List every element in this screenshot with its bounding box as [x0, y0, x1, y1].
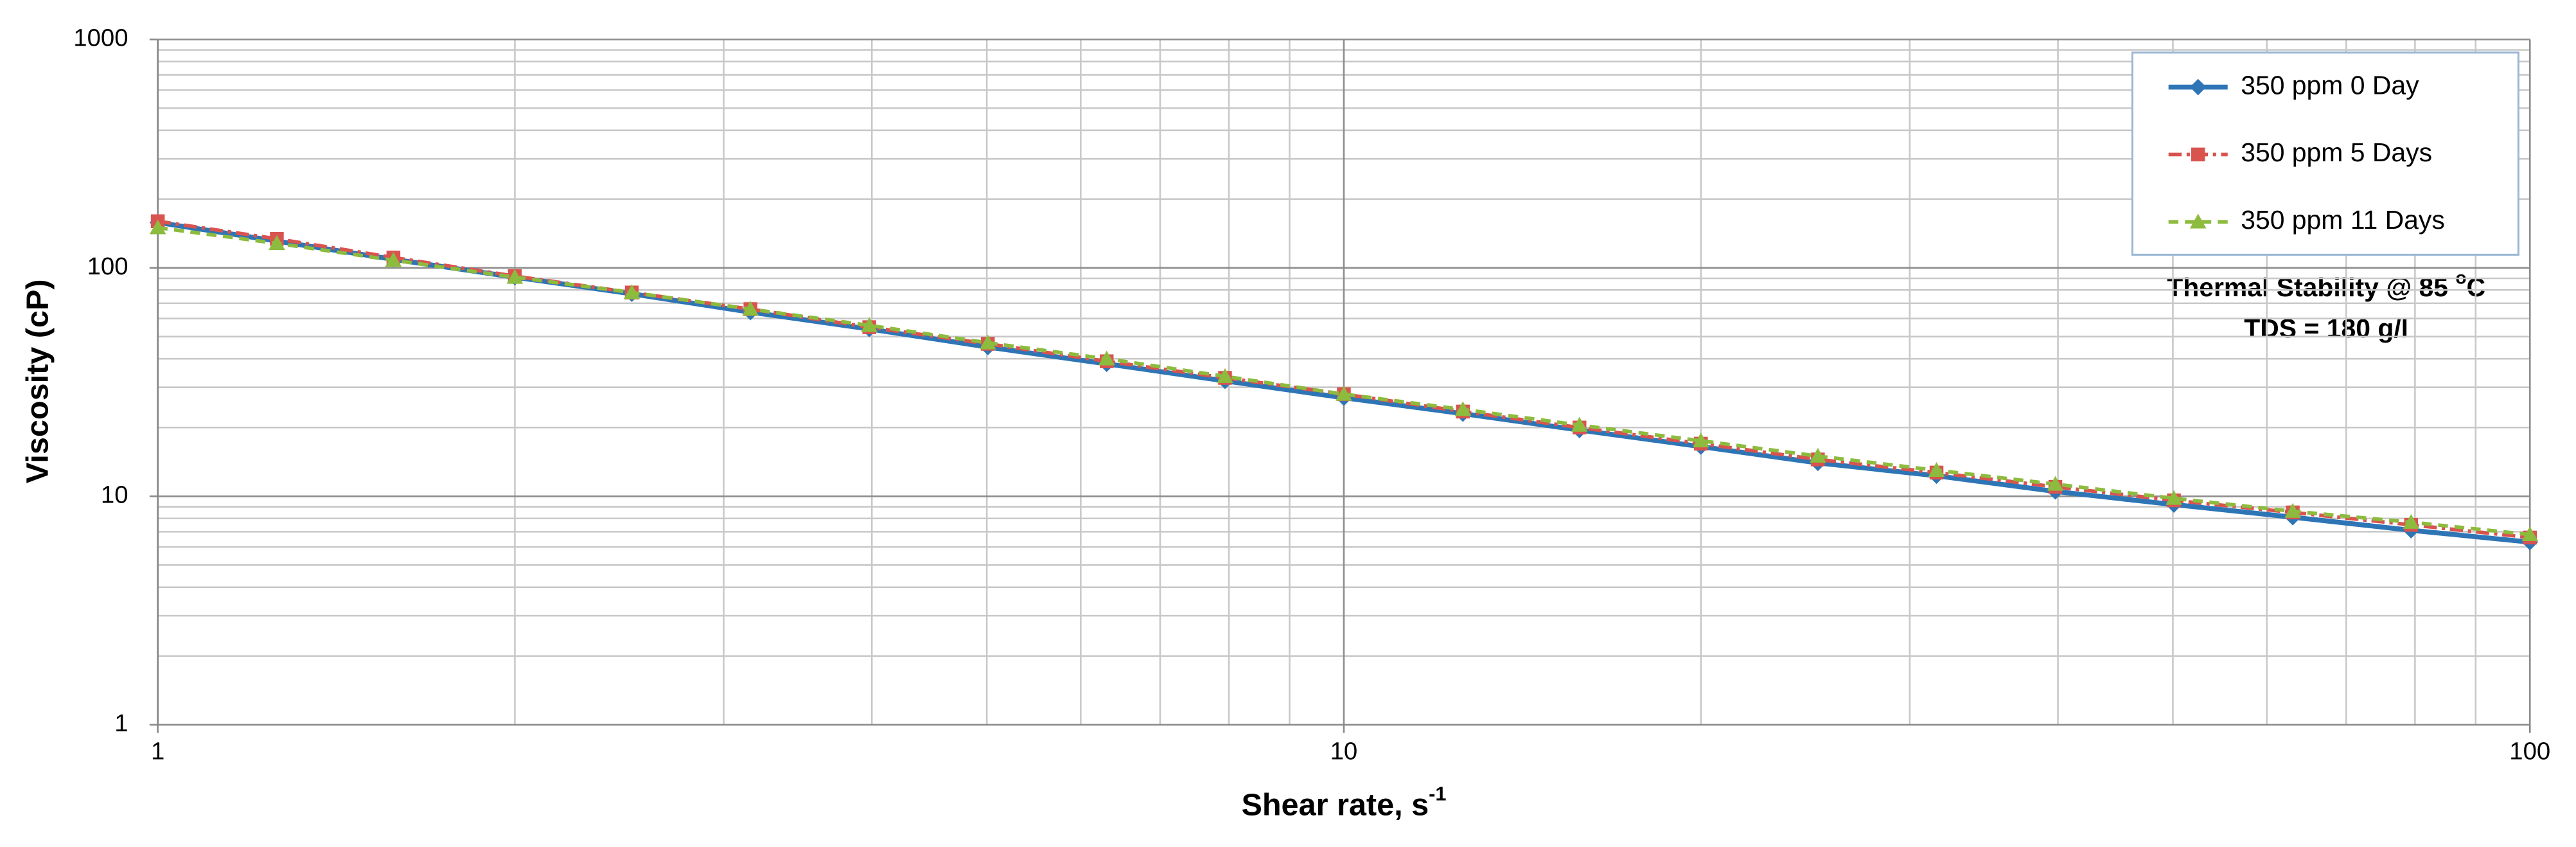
legend-label: 350 ppm 0 Day — [2241, 70, 2419, 100]
series-line — [157, 226, 2530, 537]
y-tick-label: 100 — [87, 253, 128, 280]
marker — [385, 252, 402, 267]
marker — [269, 235, 285, 250]
x-tick-label: 1 — [151, 737, 164, 765]
marker — [2284, 503, 2301, 518]
marker — [1098, 350, 1115, 366]
marker — [2191, 147, 2205, 162]
marker — [1692, 432, 1709, 448]
marker — [742, 301, 759, 316]
x-axis-label: Shear rate, s-1 — [1241, 783, 1446, 823]
marker — [506, 269, 524, 284]
annotation-line1: Thermal Stability @ 85 oC — [2167, 268, 2485, 302]
x-label-text: Shear rate, s — [1241, 787, 1429, 822]
marker — [2403, 513, 2420, 529]
x-tick-label: 100 — [2509, 737, 2550, 765]
marker — [861, 317, 878, 332]
y-axis-label: Viscosity (cP) — [20, 279, 55, 483]
x-label-sup: -1 — [1429, 783, 1446, 805]
marker — [1454, 401, 1472, 416]
marker — [1810, 447, 1826, 463]
x-tick-label: 10 — [1330, 737, 1358, 765]
marker — [2521, 526, 2539, 542]
y-tick-label: 10 — [101, 481, 128, 508]
legend-label: 350 ppm 5 Days — [2241, 138, 2432, 167]
marker — [149, 219, 166, 235]
legend-label: 350 ppm 11 Days — [2241, 205, 2445, 235]
marker — [623, 284, 640, 299]
marker — [1928, 461, 1945, 477]
marker — [2189, 213, 2207, 229]
marker — [2047, 476, 2064, 491]
y-tick-label: 1 — [114, 709, 128, 737]
marker — [2189, 78, 2207, 96]
series — [149, 219, 2539, 542]
marker — [1571, 416, 1588, 432]
marker — [1217, 368, 1233, 383]
marker — [979, 334, 996, 350]
annotation-text: Thermal Stability @ 85 — [2167, 272, 2455, 302]
marker — [2166, 490, 2182, 505]
marker — [1336, 386, 1352, 401]
y-tick-label: 1000 — [73, 24, 128, 51]
